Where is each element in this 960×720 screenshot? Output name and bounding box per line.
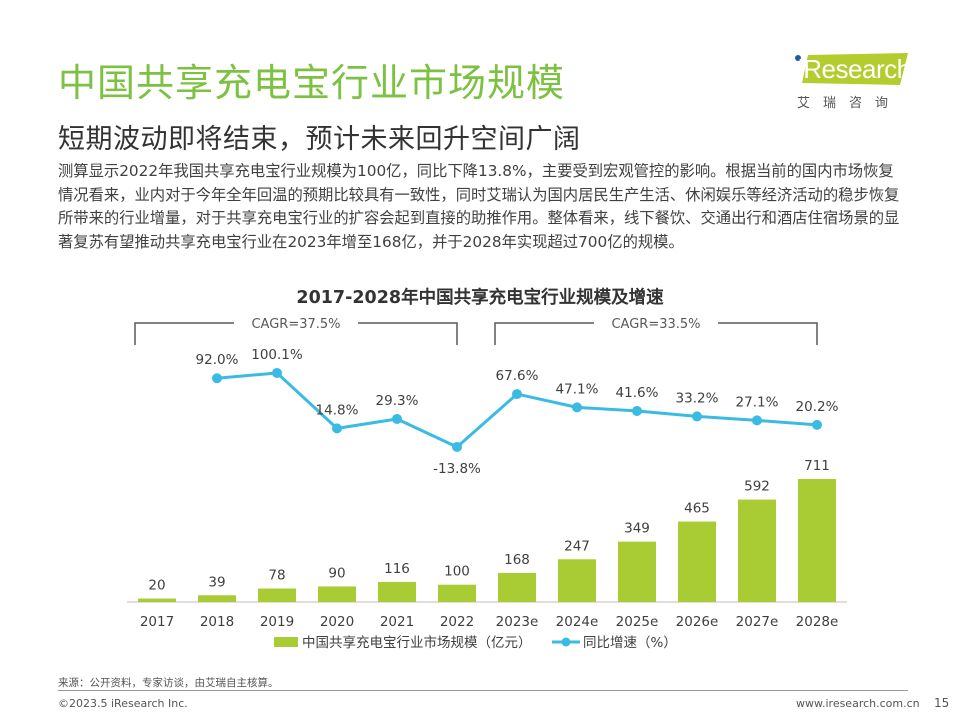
bar-2028e xyxy=(798,479,836,602)
x-tick-2027e: 2027e xyxy=(736,614,779,630)
bar-label-2024e: 247 xyxy=(564,538,590,554)
cagr-label-2: CAGR=33.5% xyxy=(611,317,700,332)
website-link[interactable]: www.iresearch.com.cn xyxy=(796,697,920,710)
growth-label-2025e: 41.6% xyxy=(616,385,659,401)
x-tick-2020: 2020 xyxy=(320,614,354,630)
x-tick-2022: 2022 xyxy=(440,614,474,630)
growth-label-2026e: 33.2% xyxy=(676,390,719,406)
page-title: 中国共享充电宝行业市场规模 xyxy=(58,61,566,105)
growth-label-2021: 29.3% xyxy=(376,393,419,409)
x-tick-2019: 2019 xyxy=(260,614,294,630)
growth-point-2022 xyxy=(452,441,462,452)
chart-title: 2017-2028年中国共享充电宝行业规模及增速 xyxy=(296,288,664,308)
bar-2020 xyxy=(318,586,356,602)
legend-bar-swatch xyxy=(274,637,298,647)
growth-label-2019: 100.1% xyxy=(251,347,303,363)
summary-paragraph: 测算显示2022年我国共享充电宝行业规模为100亿，同比下降13.8%，主要受到… xyxy=(58,162,900,251)
bar-2021 xyxy=(378,581,416,602)
iresearch-logo: iResearch 艾瑞咨询 xyxy=(790,50,920,111)
bar-label-2028e: 711 xyxy=(804,458,830,474)
footer-divider xyxy=(58,690,908,691)
legend-line-marker xyxy=(561,637,571,647)
growth-point-2019 xyxy=(272,367,282,378)
growth-point-2027e xyxy=(752,415,762,426)
bar-label-2018: 39 xyxy=(208,574,225,590)
x-tick-2017: 2017 xyxy=(140,614,174,630)
x-tick-2018: 2018 xyxy=(200,614,234,630)
growth-point-2021 xyxy=(392,413,402,424)
x-tick-2023e: 2023e xyxy=(496,614,539,630)
bar-label-2020: 90 xyxy=(328,565,345,581)
legend-bar-label: 中国共享充电宝行业市场规模（亿元） xyxy=(302,634,532,651)
growth-point-2023e xyxy=(512,389,522,400)
bar-2024e xyxy=(558,559,596,602)
bar-2019 xyxy=(258,588,296,602)
growth-point-2028e xyxy=(812,419,822,430)
growth-label-2018: 92.0% xyxy=(196,352,239,368)
page-subtitle: 短期波动即将结束，预计未来回升空间广阔 xyxy=(58,124,581,155)
bar-label-2027e: 592 xyxy=(744,479,770,495)
cagr-bracket-left-2 xyxy=(494,322,594,345)
bar-2023e xyxy=(498,572,536,602)
bar-label-2026e: 465 xyxy=(684,501,710,517)
logo-cn-name: 艾瑞咨询 xyxy=(797,96,902,111)
growth-label-2023e: 67.6% xyxy=(496,368,539,384)
growth-point-2026e xyxy=(692,411,702,422)
logo-parallelogram xyxy=(802,53,908,85)
bar-label-2022: 100 xyxy=(444,564,470,580)
x-tick-2021: 2021 xyxy=(380,614,414,630)
cagr-bracket-left-1 xyxy=(134,322,234,345)
legend-line-label: 同比增速（%） xyxy=(583,635,677,651)
x-tick-2025e: 2025e xyxy=(616,614,659,630)
bar-label-2025e: 349 xyxy=(624,521,650,537)
bar-2027e xyxy=(738,499,776,602)
growth-label-2024e: 47.1% xyxy=(556,381,599,397)
growth-label-2022: -13.8% xyxy=(433,461,481,477)
growth-point-2024e xyxy=(572,402,582,413)
growth-label-2027e: 27.1% xyxy=(736,394,779,410)
bar-label-2023e: 168 xyxy=(504,552,530,568)
bar-2022 xyxy=(438,584,476,602)
page-number: 15 xyxy=(934,696,950,710)
logo-brand-text: iResearch xyxy=(798,54,911,84)
x-tick-2026e: 2026e xyxy=(676,614,719,630)
growth-point-2025e xyxy=(632,405,642,416)
bar-2025e xyxy=(618,541,656,602)
x-tick-2024e: 2024e xyxy=(556,614,599,630)
logo-dot-icon xyxy=(795,55,801,61)
copyright: ©2023.5 iResearch Inc. xyxy=(58,697,188,710)
bar-2017 xyxy=(138,598,176,602)
growth-point-2020 xyxy=(332,423,342,434)
source-note: 来源：公开资料，专家访谈，由艾瑞自主核算。 xyxy=(58,677,279,689)
growth-label-2028e: 20.2% xyxy=(796,399,839,415)
growth-label-2020: 14.8% xyxy=(316,402,359,418)
bar-2018 xyxy=(198,595,236,602)
cagr-bracket-right-2 xyxy=(718,322,818,345)
bar-label-2021: 116 xyxy=(384,561,410,577)
cagr-label-1: CAGR=37.5% xyxy=(251,317,340,332)
cagr-bracket-right-1 xyxy=(358,322,458,345)
bar-2026e xyxy=(678,521,716,602)
bar-label-2017: 20 xyxy=(148,578,165,594)
x-tick-2028e: 2028e xyxy=(796,614,839,630)
bar-label-2019: 78 xyxy=(268,568,285,584)
growth-point-2018 xyxy=(212,373,222,384)
